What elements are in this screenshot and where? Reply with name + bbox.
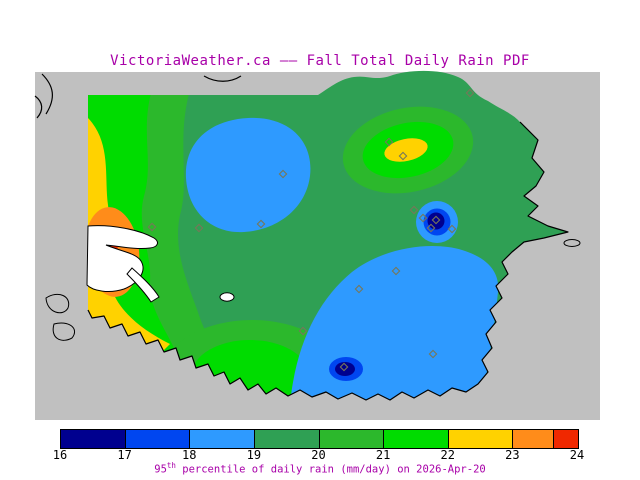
contour-east-spot-16-17 bbox=[427, 212, 445, 230]
colorbar-segment bbox=[189, 430, 254, 448]
colorbar-tick-label: 18 bbox=[182, 448, 197, 462]
colorbar-segment bbox=[124, 430, 190, 448]
colorbar-tick-label: 22 bbox=[440, 448, 455, 462]
colorbar-segment bbox=[61, 430, 125, 448]
east-islet bbox=[563, 239, 581, 247]
north-island-coast bbox=[203, 75, 242, 82]
colorbar-tick-label: 23 bbox=[505, 448, 520, 462]
colorbar-segment bbox=[552, 430, 578, 448]
colorbar-segment bbox=[447, 430, 513, 448]
caption: 95th percentile of daily rain (mm/day) o… bbox=[0, 461, 640, 476]
caption-superscript: th bbox=[166, 461, 176, 470]
colorbar-tick-label: 21 bbox=[375, 448, 391, 462]
colorbar-ticks: 16 17 18 19 20 21 22 23 24 bbox=[53, 448, 584, 462]
plot-title: VictoriaWeather.ca –– Fall Total Daily R… bbox=[110, 53, 530, 69]
colorbar-legend bbox=[60, 429, 579, 449]
colorbar-tick-label: 19 bbox=[246, 448, 262, 462]
contour-north-blob-18-19 bbox=[185, 117, 311, 233]
inlet-arm bbox=[126, 267, 160, 303]
colorbar-tick-label: 20 bbox=[311, 448, 326, 462]
lake bbox=[219, 292, 235, 302]
colorbar-tick-label: 24 bbox=[569, 448, 585, 462]
southwest-island bbox=[45, 293, 70, 314]
colorbar-segment bbox=[253, 430, 319, 448]
contour-northeast-spot-22-23 bbox=[384, 138, 428, 162]
colorbar-tick-label: 16 bbox=[52, 448, 68, 462]
contour-field bbox=[88, 70, 568, 401]
colorbar-segment bbox=[512, 430, 553, 448]
northwest-strait-coast bbox=[41, 73, 53, 115]
caption-number: 95 bbox=[154, 463, 167, 476]
caption-text: percentile of daily rain (mm/day) on 202… bbox=[175, 463, 486, 476]
northwest-strait-coast-2 bbox=[34, 95, 43, 119]
contour-west-band-22-23 bbox=[88, 115, 170, 364]
coastline bbox=[87, 121, 569, 401]
colorbar-tick-label: 17 bbox=[117, 448, 132, 462]
colorbar-segment bbox=[318, 430, 384, 448]
colorbar-segment bbox=[383, 430, 448, 448]
southwest-island-2 bbox=[52, 322, 76, 341]
